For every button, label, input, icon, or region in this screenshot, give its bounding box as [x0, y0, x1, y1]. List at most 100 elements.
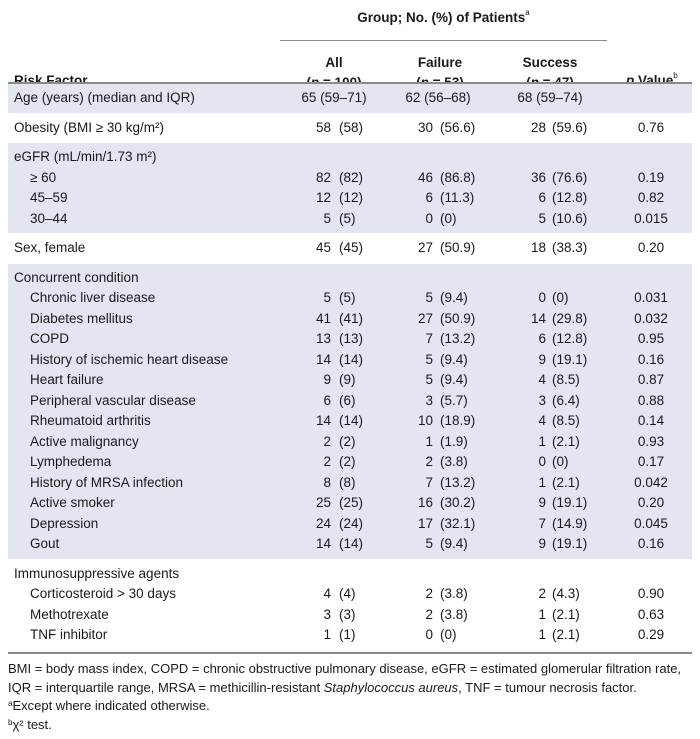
table-row: Rheumatoid arthritis 14 (14) 10 (18.9) 4 (8.5)… — [8, 411, 692, 432]
failure-count: 5 — [425, 351, 433, 367]
failure-percent: (86.8) — [440, 169, 476, 185]
all-percent: (41) — [339, 310, 364, 326]
success-percent: (0) — [552, 290, 569, 305]
failure-count: 5 — [425, 290, 433, 305]
table-row: Sex, female 45 (45) 27 (50.9) 18 (38.3) 0.20 — [8, 238, 692, 259]
row-group: Obesity (BMI ≥ 30 kg/m²) 58 (58) 30 (56.6) 28… — [8, 114, 692, 143]
success-percent: (2.1) — [552, 474, 580, 490]
risk-factor-label: Methotrexate — [30, 606, 109, 622]
all-count: 58 — [315, 119, 331, 135]
success-value: 68 (59–74) — [517, 90, 583, 105]
table-row: COPD 13 (13) 7 (13.2) 6 (12.8) 0.95 — [8, 329, 692, 350]
failure-percent: (30.2) — [440, 495, 476, 510]
all-percent: (58) — [339, 119, 364, 135]
row-group: eGFR (mL/min/1.73 m²) ≥ 60 82 (82) 46 (86.8) 3… — [8, 143, 692, 234]
col-name: Success — [522, 55, 578, 70]
failure-count: 6 — [425, 190, 433, 205]
failure-value: 62 (56–68) — [405, 90, 471, 105]
all-percent: (24) — [339, 515, 364, 531]
abbrev-text: , TNF = tumour necrosis factor. — [458, 679, 637, 695]
success-count: 7 — [538, 515, 546, 531]
footnote-text: χ² test. — [12, 716, 52, 732]
success-percent: (76.6) — [552, 169, 588, 185]
all-percent: (6) — [339, 392, 356, 408]
p-italic: p — [626, 73, 635, 88]
all-percent: (5) — [339, 290, 356, 305]
all-percent: (8) — [339, 474, 356, 490]
success-percent: (4.3) — [552, 586, 580, 601]
risk-factor-label: Active smoker — [30, 495, 115, 510]
failure-count: 46 — [417, 169, 433, 185]
failure-count: 7 — [425, 331, 433, 346]
table-section-heading: eGFR (mL/min/1.73 m²) — [8, 147, 692, 168]
p-value: 0.042 — [634, 474, 668, 490]
all-percent: (9) — [339, 372, 356, 387]
group-title-text: Group; No. (%) of Patients — [357, 10, 526, 25]
all-count: 82 — [315, 169, 331, 185]
risk-factor-label: Gout — [30, 536, 60, 551]
risk-factor-label: Immunosuppressive agents — [14, 565, 180, 581]
all-percent: (14) — [339, 536, 364, 551]
table-section-heading: Concurrent condition — [8, 268, 692, 289]
table-row: Methotrexate 3 (3) 2 (3.8) 1 (2.1) 0.63 — [8, 605, 692, 626]
table-row: Chronic liver disease 5 (5) 5 (9.4) 0 (0) 0.031 — [8, 288, 692, 309]
p-value: 0.95 — [637, 331, 665, 346]
p-value: 0.19 — [637, 169, 665, 185]
risk-factor-label: Obesity (BMI ≥ 30 kg/m²) — [14, 119, 164, 135]
risk-factor-label: Chronic liver disease — [30, 290, 156, 305]
success-count: 0 — [538, 290, 546, 305]
all-count: 24 — [315, 515, 331, 531]
failure-count: 2 — [425, 606, 433, 622]
table-row: Active smoker 25 (25) 16 (30.2) 9 (19.1) 0.20 — [8, 493, 692, 514]
failure-percent: (9.4) — [440, 290, 468, 305]
footnote-marker: a — [8, 699, 13, 708]
all-count: 5 — [323, 210, 331, 226]
success-percent: (38.3) — [552, 240, 588, 255]
failure-percent: (3.8) — [440, 454, 468, 469]
p-value: 0.87 — [637, 372, 665, 387]
table-body: Age (years) (median and IQR) 65 (59–71) 62… — [8, 84, 692, 651]
all-value: 65 (59–71) — [301, 90, 367, 105]
all-count: 13 — [315, 331, 331, 346]
footnote-a: aExcept where indicated otherwise. — [8, 697, 698, 716]
failure-percent: (0) — [440, 627, 457, 642]
failure-percent: (3.8) — [440, 606, 468, 622]
all-percent: (4) — [339, 586, 356, 601]
success-count: 9 — [538, 351, 546, 367]
success-percent: (6.4) — [552, 392, 580, 408]
table-row: 45–59 12 (12) 6 (11.3) 6 (12.8) 0.82 — [8, 188, 692, 209]
footnote-text: Except where indicated otherwise. — [12, 698, 210, 713]
table-row: History of MRSA infection 8 (8) 7 (13.2) 1 (2.… — [8, 473, 692, 494]
risk-factor-label: eGFR (mL/min/1.73 m²) — [14, 149, 157, 164]
p-value: 0.14 — [637, 413, 665, 428]
p-value: 0.76 — [637, 119, 665, 135]
abbrev-text: IQR = interquartile range, MRSA = methic… — [8, 679, 324, 695]
all-percent: (3) — [339, 606, 356, 622]
success-percent: (29.8) — [552, 310, 588, 326]
all-percent: (82) — [339, 169, 364, 185]
success-percent: (14.9) — [552, 515, 588, 531]
risk-factor-label: Lymphedema — [30, 454, 112, 469]
footnote-marker: b — [8, 717, 13, 727]
success-count: 6 — [538, 190, 546, 205]
row-group: Age (years) (median and IQR) 65 (59–71) 62… — [8, 84, 692, 114]
p-value: 0.88 — [637, 392, 665, 408]
failure-count: 1 — [425, 433, 433, 449]
table-row: TNF inhibitor 1 (1) 0 (0) 1 (2.1) 0.29 — [8, 625, 692, 646]
success-count: 3 — [538, 392, 546, 408]
table-row: Depression 24 (24) 17 (32.1) 7 (14.9) 0.045 — [8, 514, 692, 535]
row-group: Immunosuppressive agents Corticosteroid >… — [8, 560, 692, 651]
risk-factor-label: 45–59 — [30, 190, 68, 205]
failure-percent: (56.6) — [440, 119, 476, 135]
failure-count: 7 — [425, 474, 433, 490]
all-count: 14 — [315, 536, 331, 551]
all-count: 41 — [315, 310, 331, 326]
abbrev-italic: Staphylococcus aureus — [323, 679, 459, 695]
group-rule — [280, 40, 607, 41]
all-count: 2 — [323, 454, 331, 469]
footnotes: BMI = body mass index, COPD = chronic ob… — [8, 660, 698, 734]
failure-count: 5 — [425, 536, 433, 551]
risk-factor-label: Age (years) (median and IQR) — [14, 90, 195, 105]
failure-percent: (1.9) — [440, 433, 468, 449]
success-count: 0 — [538, 454, 546, 469]
